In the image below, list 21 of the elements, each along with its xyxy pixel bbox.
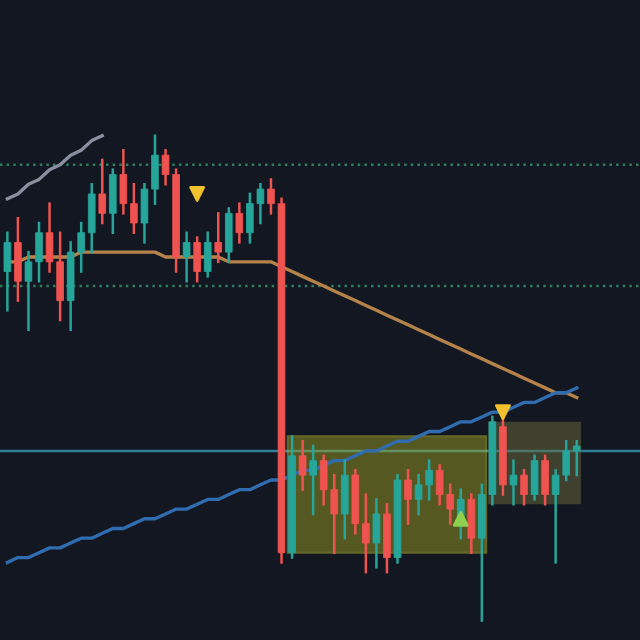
candlestick [182,231,191,283]
candlestick [530,454,539,501]
candlestick [225,207,233,264]
candlestick [3,231,12,312]
candlestick [109,168,117,234]
candlestick [404,469,412,525]
candlestick [298,439,307,491]
candlestick [372,498,381,569]
candlestick [214,212,223,264]
candlestick [467,493,476,554]
candlestick [541,454,549,506]
candlestick [509,459,518,506]
candlestick [14,216,22,302]
candlestick [203,231,212,278]
candlestick [98,158,107,225]
candlestick [520,469,528,506]
candlestick [309,444,317,516]
candlestick [383,502,391,574]
candlestick [340,459,349,540]
candlestick [235,202,244,244]
candlestick [193,236,201,283]
